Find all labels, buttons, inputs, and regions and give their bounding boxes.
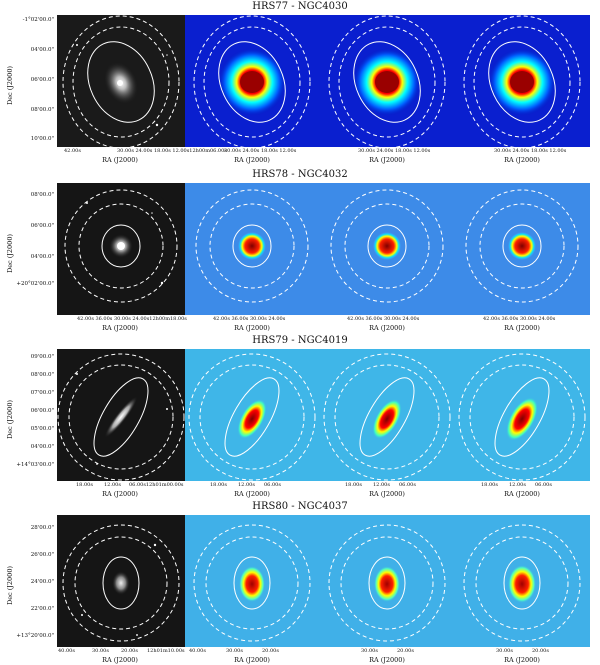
heatmap-panel-2 [320, 15, 455, 147]
row-hrs80: HRS80 - NGC4037 Dec (J2000) 28'00.0" 26'… [0, 500, 600, 665]
heatmap-panel-3 [455, 515, 590, 647]
heatmap-panel-1 [185, 15, 320, 147]
ra-tick: 42.00s 36.00s 30.00s 24.00s [483, 316, 556, 322]
dec-tick: 04'00.0" [30, 444, 54, 450]
row-title: HRS79 - NGC4019 [252, 335, 348, 346]
dec-tick: 24'00.0" [30, 579, 54, 585]
ra-tick: 12h01m10.00s [147, 648, 185, 654]
x-axis-title: RA (J2000) [234, 490, 270, 498]
ra-tick: 18.00s [345, 482, 362, 488]
dec-tick: 06'00.0" [30, 223, 54, 229]
ra-tick: 42.00s 36.00s 30.00s 24.00s [347, 316, 420, 322]
dec-tick: 08'00.0" [30, 107, 54, 113]
ra-tick: 12.00s [104, 482, 121, 488]
ra-tick: 40.00s [189, 648, 206, 654]
dec-tick: +13°20'00.0" [16, 633, 54, 639]
ra-tick: 30.00s [226, 648, 243, 654]
dec-tick: -1°02'00.0" [22, 17, 54, 23]
heatmap-panel-1 [185, 183, 320, 315]
x-axis-title: RA (J2000) [504, 156, 540, 164]
heatmap-panel-3 [455, 15, 590, 147]
heatmap-panel-1 [185, 515, 320, 647]
ra-tick: 30.00s 24.00s 18.00s 12.00s [494, 148, 567, 154]
x-axis-title: RA (J2000) [102, 324, 138, 332]
ra-tick: 30.00s 24.00s 18.00s 12.00s12h00m06.00s [117, 148, 227, 154]
x-axis-title: RA (J2000) [234, 156, 270, 164]
y-axis-title: Dec (J2000) [6, 66, 14, 105]
dec-tick: 08'00.0" [30, 192, 54, 198]
dec-tick: +14°03'00.0" [16, 462, 54, 468]
ra-tick: 30.00s [92, 648, 109, 654]
ra-tick: 30.00s 24.00s 18.00s 12.00s [224, 148, 297, 154]
x-axis-title: RA (J2000) [369, 324, 405, 332]
dec-tick: 04'00.0" [30, 254, 54, 260]
dec-tick: 07'00.0" [30, 390, 54, 396]
ra-tick: 30.00s [361, 648, 378, 654]
x-axis-title: RA (J2000) [369, 156, 405, 164]
x-axis-title: RA (J2000) [102, 656, 138, 664]
optical-panel [57, 349, 185, 481]
ra-tick: 18.00s [210, 482, 227, 488]
dec-tick: 05'00.0" [30, 426, 54, 432]
ra-tick: 20.00s [397, 648, 414, 654]
ra-tick: 18.00s [76, 482, 93, 488]
row-title: HRS78 - NGC4032 [252, 169, 348, 180]
row-hrs78: HRS78 - NGC4032 Dec (J2000) 08'00.0" 06'… [0, 168, 600, 333]
dec-tick: 06'00.0" [30, 408, 54, 414]
dec-tick: 10'00.0" [30, 136, 54, 142]
dec-tick: 06'00.0" [30, 77, 54, 83]
heatmap-panel-3 [455, 183, 590, 315]
x-axis-title: RA (J2000) [504, 490, 540, 498]
ra-tick: 06.00s12h01m00.00s [129, 482, 184, 488]
heatmap-panel-2 [320, 515, 455, 647]
dec-tick: 04'00.0" [30, 47, 54, 53]
heatmap-panel-2 [320, 349, 455, 481]
ra-tick: 30.00s 24.00s 18.00s 12.00s [358, 148, 431, 154]
ra-tick: 06.00s [535, 482, 552, 488]
row-hrs77: HRS77 - NGC4030 Dec (J2000) -1°02'00.0" … [0, 0, 600, 165]
x-axis-title: RA (J2000) [234, 656, 270, 664]
ra-tick: 42.00s 36.00s 30.00s 24.00s12h00m18.00s [77, 316, 187, 322]
optical-panel [57, 15, 185, 147]
ra-tick: 20.00s [262, 648, 279, 654]
ra-tick: 12.00s [238, 482, 255, 488]
ra-tick: 06.00s [264, 482, 281, 488]
ra-tick: 20.00s [532, 648, 549, 654]
x-axis-title: RA (J2000) [234, 324, 270, 332]
dec-tick: +20°02'00.0" [16, 281, 54, 287]
dec-tick: 08'00.0" [30, 372, 54, 378]
x-axis-title: RA (J2000) [504, 324, 540, 332]
ra-tick: 12.00s [373, 482, 390, 488]
optical-panel [57, 183, 185, 315]
dec-tick: 09'00.0" [30, 354, 54, 360]
ra-tick: 30.00s [496, 648, 513, 654]
x-axis-title: RA (J2000) [102, 156, 138, 164]
x-axis-title: RA (J2000) [102, 490, 138, 498]
ra-tick: 42.00s 36.00s 30.00s 24.00s [213, 316, 286, 322]
ra-tick: 40.00s [58, 648, 75, 654]
y-axis-title: Dec (J2000) [6, 400, 14, 439]
heatmap-panel-2 [320, 183, 455, 315]
ra-tick: 06.00s [399, 482, 416, 488]
ra-tick: 12.00s [509, 482, 526, 488]
dec-tick: 26'00.0" [30, 552, 54, 558]
ra-tick: 18.00s [481, 482, 498, 488]
ra-tick: 42.00s [64, 148, 81, 154]
x-axis-title: RA (J2000) [504, 656, 540, 664]
heatmap-panel-1 [185, 349, 320, 481]
ra-tick: 20.00s [121, 648, 138, 654]
x-axis-title: RA (J2000) [369, 656, 405, 664]
row-title: HRS77 - NGC4030 [252, 1, 348, 12]
heatmap-panel-3 [455, 349, 590, 481]
x-axis-title: RA (J2000) [369, 490, 405, 498]
optical-panel [57, 515, 185, 647]
row-title: HRS80 - NGC4037 [252, 501, 348, 512]
dec-tick: 28'00.0" [30, 525, 54, 531]
dec-tick: 22'00.0" [30, 606, 54, 612]
row-hrs79: HRS79 - NGC4019 Dec (J2000) 09'00.0" 08'… [0, 334, 600, 499]
